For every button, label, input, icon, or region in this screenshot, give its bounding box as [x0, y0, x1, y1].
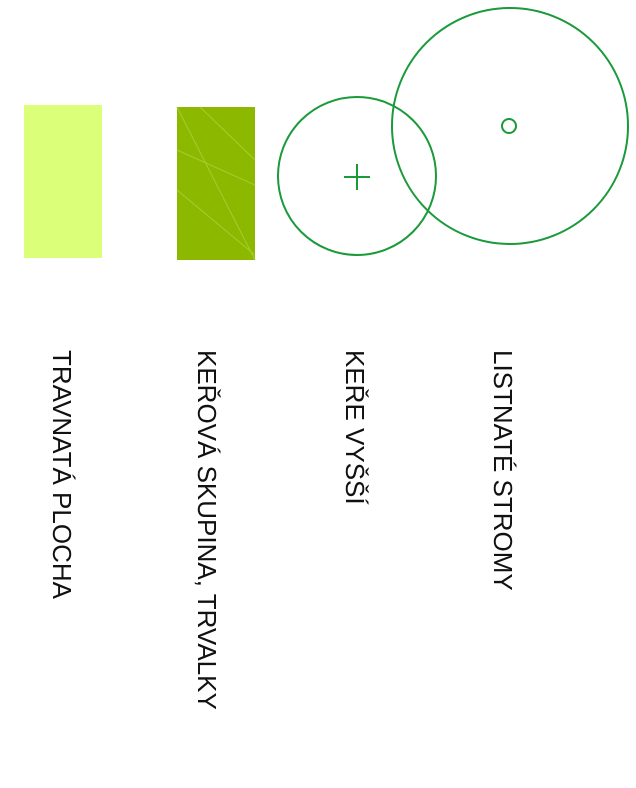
- grass-swatch: [24, 105, 102, 258]
- shrubs-tall-symbol: [277, 96, 437, 256]
- deciduous-trees-symbol: [391, 7, 629, 245]
- deciduous-trees-label: LISTNATÉ STROMY: [488, 350, 518, 591]
- shrubs-tall-label: KEŘE VYŠŠÍ: [340, 350, 370, 505]
- shrub-group-label: KEŘOVÁ SKUPINA, TRVALKY: [192, 350, 222, 710]
- grass-label: TRAVNATÁ PLOCHA: [47, 350, 77, 600]
- shrub-group-swatch: [176, 106, 256, 261]
